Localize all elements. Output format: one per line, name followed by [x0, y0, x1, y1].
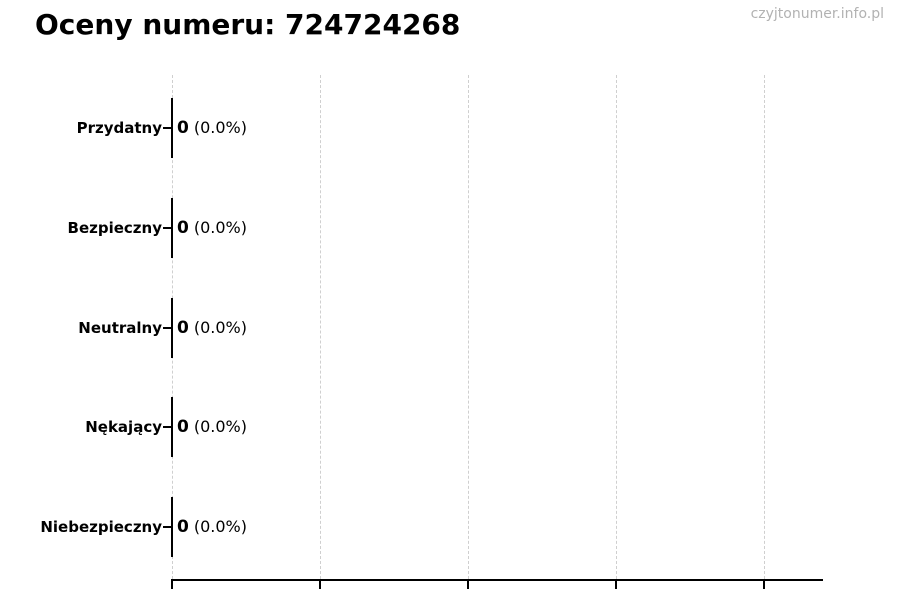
y-axis-tick — [163, 227, 172, 229]
gridline — [320, 75, 321, 579]
value-percent: (0.0%) — [193, 118, 247, 137]
value-percent: (0.0%) — [193, 218, 247, 237]
x-axis-tick — [171, 579, 173, 589]
value-count: 0 — [177, 318, 189, 338]
zero-bar-edge — [171, 298, 173, 358]
category-label: Przydatny — [76, 119, 162, 137]
y-axis-tick — [163, 526, 172, 528]
category-label: Neutralny — [78, 319, 162, 337]
y-axis-tick — [163, 127, 172, 129]
value-count: 0 — [177, 517, 189, 537]
category-label: Nękający — [85, 418, 162, 436]
y-axis-tick — [163, 426, 172, 428]
x-axis-tick — [467, 579, 469, 589]
value-label: 0 (0.0%) — [177, 417, 247, 437]
zero-bar-edge — [171, 397, 173, 457]
y-axis-tick — [163, 327, 172, 329]
value-label: 0 (0.0%) — [177, 318, 247, 338]
x-axis-line — [172, 579, 823, 581]
value-count: 0 — [177, 218, 189, 238]
site-watermark: czyjtonumer.info.pl — [750, 6, 884, 22]
value-label: 0 (0.0%) — [177, 517, 247, 537]
value-percent: (0.0%) — [193, 517, 247, 536]
x-axis-tick — [763, 579, 765, 589]
zero-bar-edge — [171, 198, 173, 258]
category-label: Niebezpieczny — [40, 518, 162, 536]
value-count: 0 — [177, 118, 189, 138]
value-percent: (0.0%) — [193, 318, 247, 337]
gridline — [764, 75, 765, 579]
category-label: Bezpieczny — [67, 219, 162, 237]
zero-bar-edge — [171, 497, 173, 557]
value-count: 0 — [177, 417, 189, 437]
value-label: 0 (0.0%) — [177, 118, 247, 138]
value-percent: (0.0%) — [193, 417, 247, 436]
x-axis-tick — [319, 579, 321, 589]
chart-title: Oceny numeru: 724724268 — [35, 8, 461, 41]
zero-bar-edge — [171, 98, 173, 158]
value-label: 0 (0.0%) — [177, 218, 247, 238]
gridline — [468, 75, 469, 579]
gridline — [616, 75, 617, 579]
x-axis-tick — [615, 579, 617, 589]
